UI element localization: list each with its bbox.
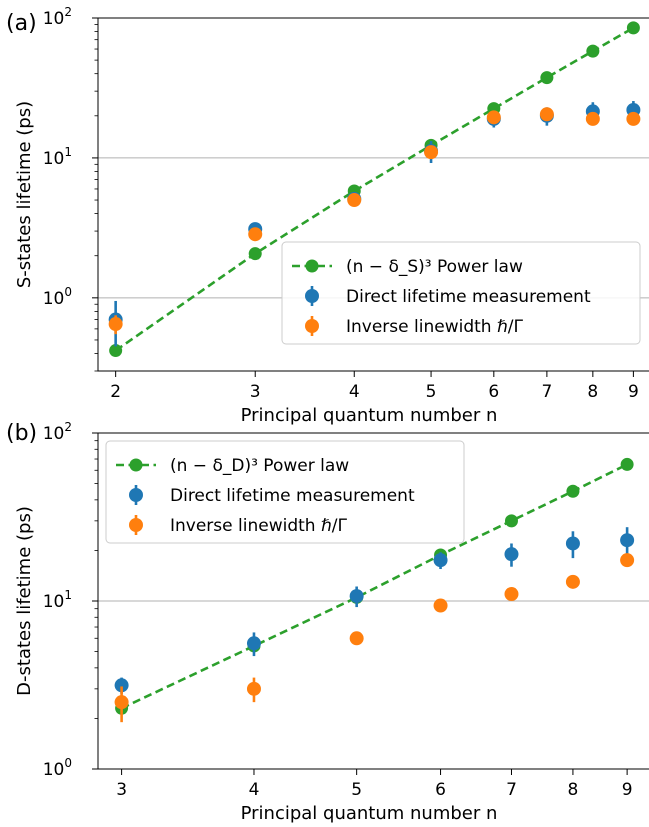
power-law-point bbox=[109, 344, 123, 358]
series-2 bbox=[108, 107, 641, 335]
panel-label: (b) bbox=[6, 421, 37, 446]
data-point bbox=[114, 695, 129, 710]
x-tick-label: 6 bbox=[435, 780, 446, 800]
data-point bbox=[246, 681, 261, 696]
y-tick-label: 102 bbox=[43, 420, 72, 444]
power-law-point bbox=[620, 457, 634, 471]
legend-marker bbox=[129, 488, 143, 502]
y-tick-base: 10 bbox=[43, 424, 65, 444]
data-point bbox=[539, 107, 554, 122]
x-tick-label: 8 bbox=[587, 382, 598, 402]
y-tick-label: 100 bbox=[43, 756, 72, 780]
power-law-point bbox=[566, 484, 580, 498]
x-tick-label: 8 bbox=[568, 780, 579, 800]
legend-marker bbox=[129, 458, 143, 472]
x-axis-label: Principal quantum number n bbox=[241, 803, 498, 824]
y-tick-exponent: 1 bbox=[64, 588, 72, 602]
series-1 bbox=[114, 527, 635, 694]
x-tick-label: 3 bbox=[116, 780, 127, 800]
power-law-point bbox=[540, 71, 554, 85]
legend-label-0: (n − δ_D)³ Power law bbox=[170, 456, 349, 476]
x-axis-label: Principal quantum number n bbox=[241, 405, 498, 426]
y-axis-label: D-states lifetime (ps) bbox=[14, 506, 35, 696]
y-tick-exponent: 2 bbox=[64, 420, 72, 434]
data-point bbox=[433, 553, 448, 568]
legend-marker bbox=[305, 289, 319, 303]
power-law-point bbox=[504, 514, 518, 528]
y-tick-label: 101 bbox=[43, 588, 72, 612]
legend-label-0: (n − δ_S)³ Power law bbox=[346, 257, 523, 277]
power-law-point bbox=[586, 44, 600, 58]
data-point bbox=[626, 111, 641, 126]
plot-frame bbox=[97, 17, 649, 372]
data-point bbox=[565, 536, 580, 551]
x-tick-label: 9 bbox=[622, 780, 633, 800]
x-tick-label: 2 bbox=[110, 382, 121, 402]
y-tick-label: 101 bbox=[43, 145, 72, 169]
y-tick-base: 10 bbox=[43, 149, 65, 169]
y-axis-label: S-states lifetime (ps) bbox=[14, 101, 35, 288]
data-point bbox=[486, 110, 501, 125]
x-tick-label: 7 bbox=[506, 780, 517, 800]
power-law-line bbox=[114, 26, 635, 352]
x-tick-label: 4 bbox=[249, 780, 260, 800]
legend-label-2: Inverse linewidth ℏ/Γ bbox=[346, 317, 523, 337]
legend-marker bbox=[305, 319, 319, 333]
data-point bbox=[114, 678, 129, 693]
legend: (n − δ_S)³ Power law Direct lifetime meas… bbox=[281, 241, 641, 345]
legend-label-1: Direct lifetime measurement bbox=[346, 287, 591, 307]
y-tick-exponent: 0 bbox=[64, 285, 72, 299]
y-tick-base: 10 bbox=[43, 760, 65, 780]
data-point bbox=[248, 227, 263, 242]
data-point bbox=[504, 547, 519, 562]
y-tick-exponent: 0 bbox=[64, 756, 72, 770]
x-tick-label: 9 bbox=[628, 382, 639, 402]
series-2 bbox=[114, 553, 635, 723]
y-tick-base: 10 bbox=[43, 289, 65, 309]
power-law-point bbox=[626, 21, 640, 35]
x-tick-label: 5 bbox=[351, 780, 362, 800]
data-point bbox=[504, 587, 519, 602]
legend-label-2: Inverse linewidth ℏ/Γ bbox=[170, 516, 347, 536]
y-tick-exponent: 2 bbox=[64, 5, 72, 19]
y-tick-label: 102 bbox=[43, 5, 72, 29]
legend-marker bbox=[305, 259, 319, 273]
data-point bbox=[620, 553, 635, 568]
data-point bbox=[347, 193, 362, 208]
legend-marker bbox=[129, 518, 143, 532]
data-point bbox=[246, 636, 261, 651]
power-law-point bbox=[248, 247, 262, 261]
y-tick-label: 100 bbox=[43, 285, 72, 309]
data-point bbox=[424, 145, 439, 160]
data-point bbox=[108, 317, 123, 332]
legend-frame bbox=[105, 440, 465, 544]
x-tick-label: 5 bbox=[426, 382, 437, 402]
data-point bbox=[349, 631, 364, 646]
legend-label-1: Direct lifetime measurement bbox=[170, 486, 415, 506]
data-point bbox=[433, 598, 448, 613]
x-tick-label: 3 bbox=[250, 382, 261, 402]
y-tick-base: 10 bbox=[43, 9, 65, 29]
legend-frame bbox=[281, 241, 641, 345]
y-tick-exponent: 1 bbox=[64, 145, 72, 159]
y-tick-base: 10 bbox=[43, 592, 65, 612]
x-tick-label: 4 bbox=[349, 382, 360, 402]
data-point bbox=[565, 574, 580, 589]
x-tick-label: 6 bbox=[488, 382, 499, 402]
panel-label: (a) bbox=[6, 11, 37, 36]
legend: (n − δ_D)³ Power law Direct lifetime meas… bbox=[105, 440, 465, 544]
x-tick-label: 7 bbox=[541, 382, 552, 402]
data-point bbox=[349, 589, 364, 604]
data-point bbox=[620, 533, 635, 548]
data-point bbox=[585, 111, 600, 126]
